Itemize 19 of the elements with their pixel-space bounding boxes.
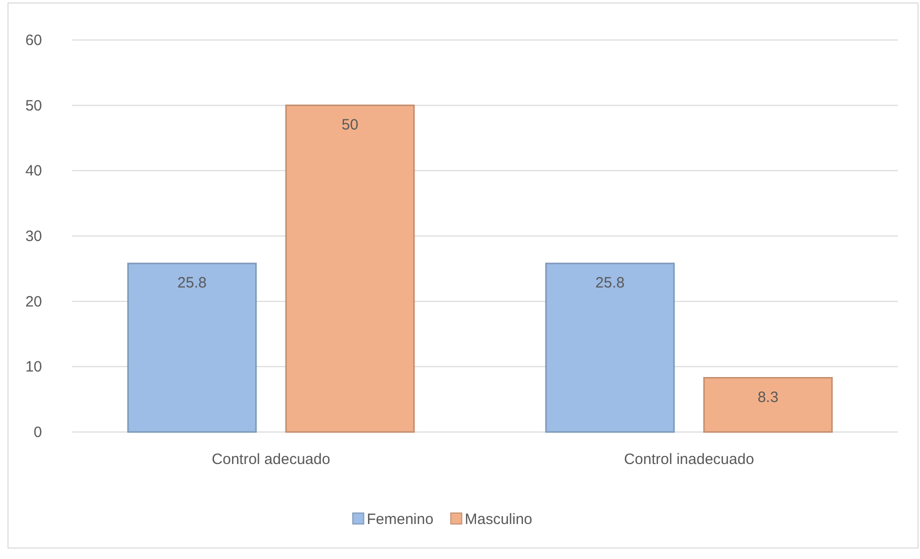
data-label: 50 [342,116,358,134]
legend-label: Femenino [366,511,434,528]
legend-label: Masculino [464,511,532,528]
bar [703,377,833,433]
x-tick-label: Control inadecuado [624,451,754,468]
y-tick-label: 60 [25,32,42,49]
y-tick-label: 50 [25,97,42,114]
y-tick-label: 40 [25,162,42,180]
data-label: 25.8 [595,274,625,292]
data-label: 8.3 [758,388,778,406]
y-tick-label: 10 [25,358,42,376]
bar [127,262,257,433]
y-tick-label: 30 [25,228,42,245]
y-tick-label: 20 [25,293,42,310]
data-label: 25.8 [177,274,207,292]
bar [545,262,675,433]
y-tick-label: 0 [34,424,42,441]
bar [285,104,415,433]
x-tick-label: Control adecuado [212,451,330,468]
